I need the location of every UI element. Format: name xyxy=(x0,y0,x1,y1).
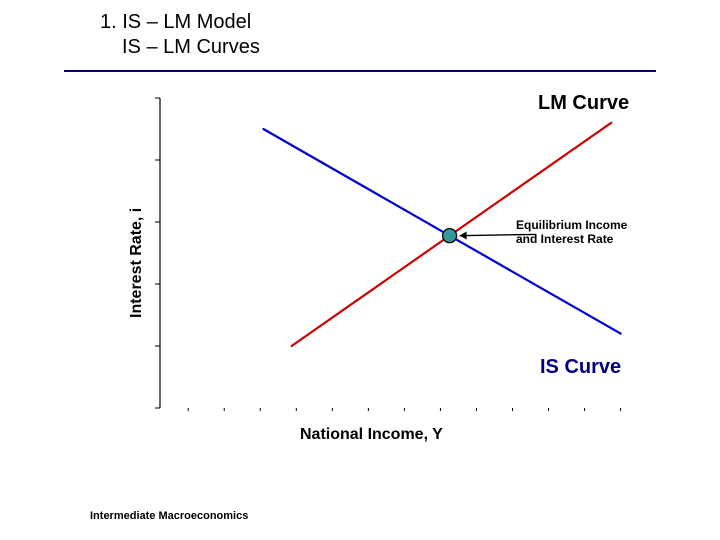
is-curve-label: IS Curve xyxy=(540,356,621,379)
footer-text: Intermediate Macroeconomics xyxy=(90,510,248,522)
islm-chart: Interest Rate, i National Income, Y LM C… xyxy=(90,88,650,448)
x-axis-label: National Income, Y xyxy=(300,426,443,444)
slide-title: 1. IS – LM Model IS – LM Curves xyxy=(100,10,260,60)
title-line-1: 1. IS – LM Model xyxy=(100,10,260,35)
equilibrium-label: Equilibrium Income and Interest Rate xyxy=(516,218,627,247)
equilibrium-label-line2: and Interest Rate xyxy=(516,232,613,246)
title-underline xyxy=(64,70,656,72)
y-axis-label: Interest Rate, i xyxy=(128,208,146,318)
equilibrium-label-line1: Equilibrium Income xyxy=(516,218,627,232)
lm-curve-label: LM Curve xyxy=(538,92,629,115)
slide-page: 1. IS – LM Model IS – LM Curves Interest… xyxy=(0,0,720,540)
title-line-2: IS – LM Curves xyxy=(100,35,260,60)
chart-svg xyxy=(90,88,650,448)
